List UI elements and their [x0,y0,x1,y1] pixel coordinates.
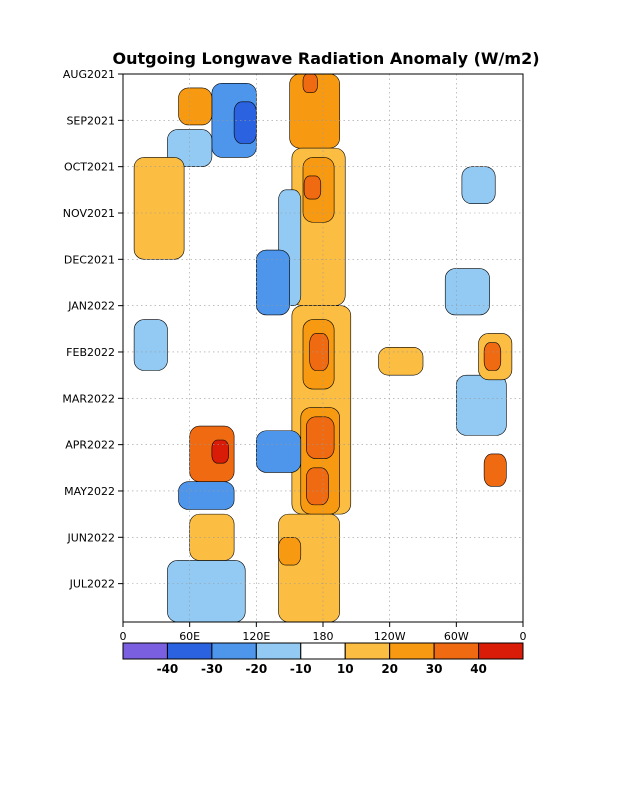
y-tick-label: JUN2022 [66,531,115,544]
y-tick-label: AUG2021 [63,68,115,81]
anomaly-cell [483,453,507,487]
anomaly-cell [309,333,329,371]
anomaly-cell [444,268,490,316]
anomaly-cell [133,157,185,260]
anomaly-cell [178,481,235,510]
y-tick-label: FEB2022 [66,346,115,359]
colorbar-swatch [344,642,391,660]
anomaly-cell [167,129,213,167]
colorbar-label: 10 [337,662,354,676]
y-tick-label: OCT2021 [64,161,115,174]
anomaly-cell [456,374,507,436]
x-tick-label: 0 [520,630,527,643]
y-tick-label: NOV2021 [63,207,115,220]
y-tick-label: DEC2021 [64,253,115,266]
anomaly-cell [189,513,235,561]
colorbar-swatch [300,642,346,660]
anomaly-cell [167,560,246,623]
anomaly-cell [306,416,335,459]
x-tick-label: 120W [374,630,406,643]
anomaly-cell [303,175,322,200]
anomaly-cell [302,73,318,93]
colorbar-swatch [211,642,257,660]
anomaly-cell [278,536,302,566]
colorbar-label: -40 [157,662,179,676]
anomaly-cell [278,513,340,623]
x-tick-label: 60E [179,630,200,643]
anomaly-cell [256,430,302,473]
anomaly-cell [306,467,329,506]
anomaly-cell [483,342,502,371]
anomaly-cell [461,166,496,205]
x-axis: 0 60E 120E 180 120W 60W 0 [120,622,527,643]
colorbar-label: -20 [245,662,267,676]
plot-area [122,73,524,623]
colorbar-swatch [255,642,302,660]
x-tick-label: 60W [444,630,469,643]
colorbar-label: -30 [201,662,223,676]
colorbar-label: -10 [290,662,312,676]
x-tick-label: 120E [242,630,270,643]
colorbar: -40 -30 -20 -10 10 20 30 40 [122,642,524,676]
anomaly-cell [211,439,229,464]
colorbar-swatch [389,642,435,660]
colorbar-swatch [122,642,168,660]
y-tick-label: JUL2022 [69,578,115,591]
y-tick-label: APR2022 [65,439,115,452]
y-tick-label: SEP2021 [66,114,115,127]
y-axis: AUG2021 SEP2021 OCT2021 NOV2021 DEC2021 JAN20… [62,68,123,591]
colorbar-swatch [433,642,480,660]
y-tick-label: MAR2022 [62,392,115,405]
colorbar-swatch [478,642,524,660]
anomaly-cell [233,101,257,144]
chart-title: Outgoing Longwave Radiation Anomaly (W/m… [112,49,539,68]
colorbar-label: 30 [426,662,443,676]
x-tick-label: 180 [313,630,334,643]
anomaly-field [133,73,513,623]
y-tick-label: JAN2022 [67,300,115,313]
x-tick-label: 0 [120,630,127,643]
anomaly-cell [256,249,290,316]
colorbar-label: 40 [470,662,487,676]
colorbar-label: 20 [381,662,398,676]
anomaly-cell [378,347,424,376]
y-tick-label: MAY2022 [64,485,115,498]
gridlines [123,74,523,622]
colorbar-swatch [166,642,213,660]
anomaly-cell [133,319,168,371]
anomaly-cell [178,87,213,126]
